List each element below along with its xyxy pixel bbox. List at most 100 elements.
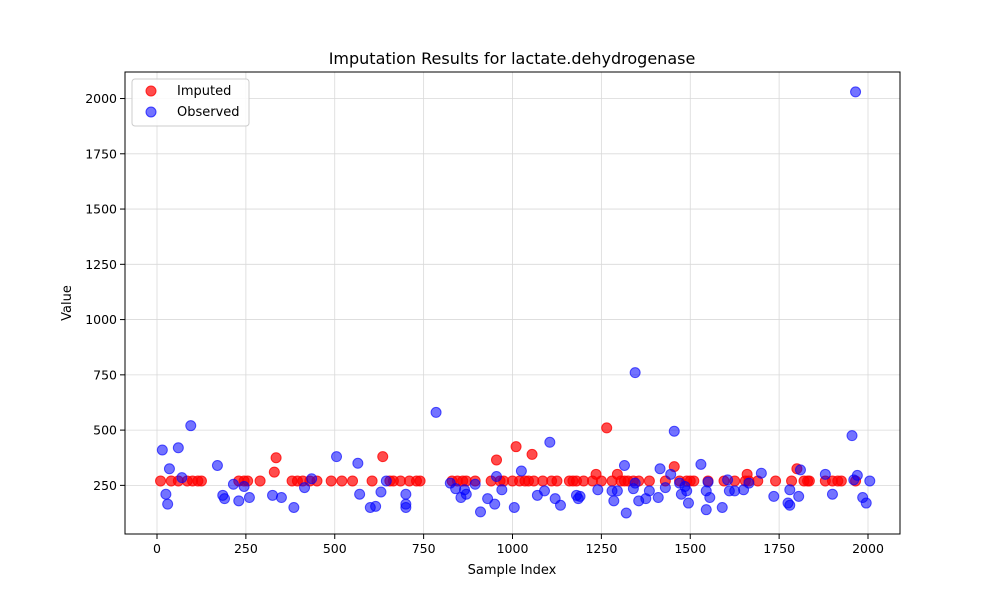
point-observed [704,492,716,504]
point-observed [211,459,223,471]
point-observed [851,469,863,481]
point-observed [185,420,197,432]
point-imputed [601,422,613,434]
point-observed [716,501,728,513]
point-observed [608,495,620,507]
point-observed [860,497,872,509]
point-observed [288,501,300,513]
x-tick-label: 750 [412,541,436,556]
point-imputed [414,475,426,487]
point-observed [681,485,693,497]
point-observed [275,492,287,504]
point-observed [574,490,586,502]
point-observed [243,492,255,504]
point-observed [219,493,231,505]
point-observed [160,488,172,500]
y-tick-label: 1750 [85,146,117,161]
y-tick-label: 750 [93,367,117,382]
point-imputed [347,475,359,487]
point-observed [784,484,796,496]
point-observed [491,471,503,483]
y-tick-label: 250 [93,478,117,493]
x-tick-label: 1250 [585,541,617,556]
point-observed [592,484,604,496]
point-imputed [491,454,503,466]
point-imputed [835,475,847,487]
legend-frame [131,78,250,127]
point-observed [162,498,174,510]
point-observed [793,490,805,502]
point-observed [659,482,671,494]
point-observed [496,484,508,496]
legend-marker-observed [145,106,157,118]
point-observed [163,463,175,475]
point-observed [375,486,387,498]
point-imputed [268,466,280,478]
point-observed [267,489,279,501]
x-tick-label: 1500 [674,541,706,556]
point-observed [354,488,366,500]
point-observed [611,485,623,497]
point-imputed [377,451,389,463]
point-observed [331,451,343,463]
point-observed [643,485,655,497]
axis-ticks: 0 250 500 750 1000 1250 1500 1750 2000 250 500 750 1… [85,91,884,556]
point-observed [695,458,707,470]
point-imputed [786,475,798,487]
point-imputed [366,475,378,487]
point-observed [156,444,168,456]
point-observed [654,463,666,475]
point-observed [665,468,677,480]
point-observed [400,488,412,500]
point-observed [629,477,641,489]
point-observed [400,498,412,510]
point-imputed [551,475,563,487]
point-observed [629,367,641,379]
y-tick-label: 1500 [85,202,117,217]
point-observed [768,490,780,502]
point-observed [682,497,694,509]
point-observed [299,482,311,494]
point-observed [620,507,632,519]
x-tick-label: 2000 [852,541,884,556]
point-imputed [688,475,700,487]
y-axis-label: Value [60,285,75,321]
point-observed [826,488,838,500]
point-observed [306,473,318,485]
data-points [155,86,876,519]
point-observed [864,475,876,487]
point-imputed [155,475,167,487]
point-imputed [336,475,348,487]
x-tick-label: 250 [234,541,258,556]
point-observed [700,504,712,516]
point-observed [819,468,831,480]
legend: Imputed Observed [131,78,250,127]
point-observed [618,459,630,471]
grid [125,72,900,534]
legend-label-imputed: Imputed [177,84,231,99]
chart-title: Imputation Results for lactate.dehydroge… [329,49,696,68]
x-tick-label: 1000 [497,541,529,556]
x-tick-label: 1750 [763,541,795,556]
point-observed [508,501,520,513]
point-observed [702,476,714,488]
point-observed [233,495,245,507]
point-observed [172,442,184,454]
point-observed [475,506,487,518]
point-imputed [195,475,207,487]
y-tick-label: 500 [93,423,117,438]
point-observed [460,488,472,500]
point-observed [850,86,862,98]
point-observed [430,406,442,418]
point-observed [722,474,734,486]
point-observed [227,478,239,490]
point-imputed [770,475,782,487]
point-observed [652,492,664,504]
point-observed [380,475,392,487]
point-imputed [270,452,282,464]
point-observed [846,430,858,442]
point-observed [469,478,481,490]
point-imputed [254,475,266,487]
point-observed [489,498,501,510]
